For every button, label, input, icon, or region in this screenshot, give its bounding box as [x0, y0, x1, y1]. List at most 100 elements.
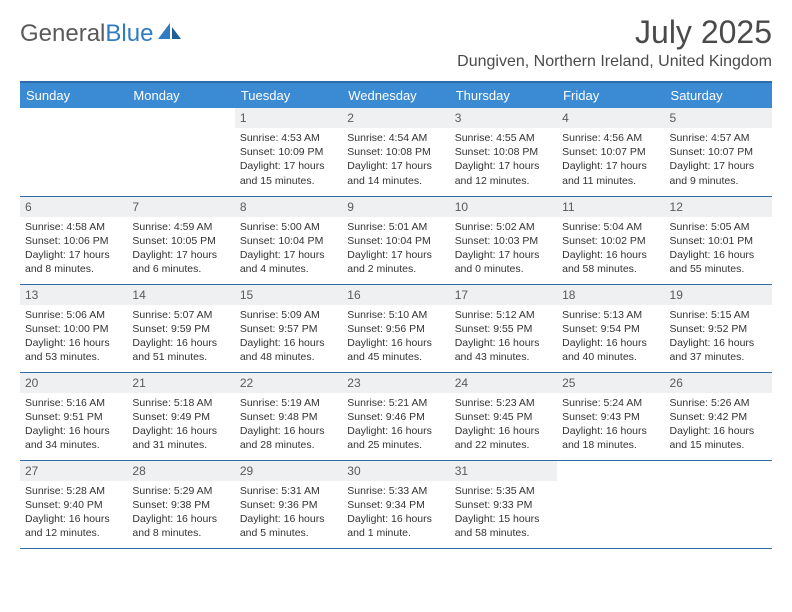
- sunrise-line: Sunrise: 4:57 AM: [670, 131, 767, 145]
- sunset-line: Sunset: 9:43 PM: [562, 410, 659, 424]
- daylight-line: Daylight: 16 hours and 25 minutes.: [347, 424, 444, 452]
- day-number: 28: [127, 461, 234, 481]
- daylight-line: Daylight: 16 hours and 28 minutes.: [240, 424, 337, 452]
- day-content: Sunrise: 5:33 AMSunset: 9:34 PMDaylight:…: [342, 481, 449, 547]
- sunrise-line: Sunrise: 4:53 AM: [240, 131, 337, 145]
- daylight-line: Daylight: 16 hours and 5 minutes.: [240, 512, 337, 540]
- calendar-cell: 13Sunrise: 5:06 AMSunset: 10:00 PMDaylig…: [20, 284, 127, 372]
- sunrise-line: Sunrise: 4:59 AM: [132, 220, 229, 234]
- sunset-line: Sunset: 9:33 PM: [455, 498, 552, 512]
- daylight-line: Daylight: 17 hours and 8 minutes.: [25, 248, 122, 276]
- daylight-line: Daylight: 16 hours and 51 minutes.: [132, 336, 229, 364]
- sunset-line: Sunset: 9:46 PM: [347, 410, 444, 424]
- day-content: Sunrise: 5:10 AMSunset: 9:56 PMDaylight:…: [342, 305, 449, 371]
- calendar-cell: 10Sunrise: 5:02 AMSunset: 10:03 PMDaylig…: [450, 196, 557, 284]
- day-number: 11: [557, 197, 664, 217]
- day-number: 6: [20, 197, 127, 217]
- daylight-line: Daylight: 16 hours and 12 minutes.: [25, 512, 122, 540]
- daylight-line: Daylight: 16 hours and 58 minutes.: [562, 248, 659, 276]
- sunset-line: Sunset: 9:40 PM: [25, 498, 122, 512]
- calendar-cell: [665, 460, 772, 548]
- sunset-line: Sunset: 9:57 PM: [240, 322, 337, 336]
- calendar-cell: 17Sunrise: 5:12 AMSunset: 9:55 PMDayligh…: [450, 284, 557, 372]
- day-content: Sunrise: 5:01 AMSunset: 10:04 PMDaylight…: [342, 217, 449, 283]
- sunrise-line: Sunrise: 5:23 AM: [455, 396, 552, 410]
- calendar-cell: 16Sunrise: 5:10 AMSunset: 9:56 PMDayligh…: [342, 284, 449, 372]
- calendar-cell: 7Sunrise: 4:59 AMSunset: 10:05 PMDayligh…: [127, 196, 234, 284]
- calendar-table: SundayMondayTuesdayWednesdayThursdayFrid…: [20, 81, 772, 549]
- day-content: Sunrise: 5:19 AMSunset: 9:48 PMDaylight:…: [235, 393, 342, 459]
- day-content: Sunrise: 4:56 AMSunset: 10:07 PMDaylight…: [557, 128, 664, 194]
- day-number: 1: [235, 108, 342, 128]
- day-number: 24: [450, 373, 557, 393]
- calendar-week: 13Sunrise: 5:06 AMSunset: 10:00 PMDaylig…: [20, 284, 772, 372]
- calendar-cell: 27Sunrise: 5:28 AMSunset: 9:40 PMDayligh…: [20, 460, 127, 548]
- sunrise-line: Sunrise: 5:15 AM: [670, 308, 767, 322]
- sunrise-line: Sunrise: 5:09 AM: [240, 308, 337, 322]
- day-content: Sunrise: 4:53 AMSunset: 10:09 PMDaylight…: [235, 128, 342, 194]
- sunrise-line: Sunrise: 5:06 AM: [25, 308, 122, 322]
- day-content: Sunrise: 5:02 AMSunset: 10:03 PMDaylight…: [450, 217, 557, 283]
- day-number: 20: [20, 373, 127, 393]
- daylight-line: Daylight: 16 hours and 34 minutes.: [25, 424, 122, 452]
- daylight-line: Daylight: 16 hours and 31 minutes.: [132, 424, 229, 452]
- calendar-week: 6Sunrise: 4:58 AMSunset: 10:06 PMDayligh…: [20, 196, 772, 284]
- sunrise-line: Sunrise: 5:33 AM: [347, 484, 444, 498]
- sunset-line: Sunset: 10:02 PM: [562, 234, 659, 248]
- sunset-line: Sunset: 9:34 PM: [347, 498, 444, 512]
- daylight-line: Daylight: 17 hours and 11 minutes.: [562, 159, 659, 187]
- day-number: 31: [450, 461, 557, 481]
- sunrise-line: Sunrise: 5:05 AM: [670, 220, 767, 234]
- daylight-line: Daylight: 16 hours and 48 minutes.: [240, 336, 337, 364]
- calendar-cell: 14Sunrise: 5:07 AMSunset: 9:59 PMDayligh…: [127, 284, 234, 372]
- day-number: 22: [235, 373, 342, 393]
- calendar-cell: 2Sunrise: 4:54 AMSunset: 10:08 PMDayligh…: [342, 108, 449, 196]
- day-content: Sunrise: 5:04 AMSunset: 10:02 PMDaylight…: [557, 217, 664, 283]
- day-content: Sunrise: 5:07 AMSunset: 9:59 PMDaylight:…: [127, 305, 234, 371]
- day-number: 2: [342, 108, 449, 128]
- calendar-cell: 21Sunrise: 5:18 AMSunset: 9:49 PMDayligh…: [127, 372, 234, 460]
- day-header: Sunday: [20, 82, 127, 108]
- sunrise-line: Sunrise: 5:01 AM: [347, 220, 444, 234]
- sunrise-line: Sunrise: 5:16 AM: [25, 396, 122, 410]
- day-content: Sunrise: 5:31 AMSunset: 9:36 PMDaylight:…: [235, 481, 342, 547]
- calendar-cell: 5Sunrise: 4:57 AMSunset: 10:07 PMDayligh…: [665, 108, 772, 196]
- calendar-cell: 18Sunrise: 5:13 AMSunset: 9:54 PMDayligh…: [557, 284, 664, 372]
- sunset-line: Sunset: 9:56 PM: [347, 322, 444, 336]
- sunset-line: Sunset: 9:55 PM: [455, 322, 552, 336]
- sunset-line: Sunset: 10:06 PM: [25, 234, 122, 248]
- sunset-line: Sunset: 10:07 PM: [670, 145, 767, 159]
- day-content: Sunrise: 5:16 AMSunset: 9:51 PMDaylight:…: [20, 393, 127, 459]
- day-content: Sunrise: 5:06 AMSunset: 10:00 PMDaylight…: [20, 305, 127, 371]
- calendar-cell: 3Sunrise: 4:55 AMSunset: 10:08 PMDayligh…: [450, 108, 557, 196]
- brand-logo: GeneralBlue: [20, 20, 183, 48]
- header: GeneralBlue July 2025 Dungiven, Northern…: [20, 14, 772, 71]
- sunset-line: Sunset: 9:49 PM: [132, 410, 229, 424]
- sunset-line: Sunset: 9:54 PM: [562, 322, 659, 336]
- day-header-row: SundayMondayTuesdayWednesdayThursdayFrid…: [20, 82, 772, 108]
- calendar-cell: 1Sunrise: 4:53 AMSunset: 10:09 PMDayligh…: [235, 108, 342, 196]
- sunrise-line: Sunrise: 5:19 AM: [240, 396, 337, 410]
- day-header: Saturday: [665, 82, 772, 108]
- sunset-line: Sunset: 9:38 PM: [132, 498, 229, 512]
- day-number: 16: [342, 285, 449, 305]
- day-header: Thursday: [450, 82, 557, 108]
- day-number: 26: [665, 373, 772, 393]
- day-number: 19: [665, 285, 772, 305]
- sunset-line: Sunset: 10:03 PM: [455, 234, 552, 248]
- calendar-cell: 9Sunrise: 5:01 AMSunset: 10:04 PMDayligh…: [342, 196, 449, 284]
- sunrise-line: Sunrise: 5:00 AM: [240, 220, 337, 234]
- sunset-line: Sunset: 9:45 PM: [455, 410, 552, 424]
- daylight-line: Daylight: 16 hours and 37 minutes.: [670, 336, 767, 364]
- sunset-line: Sunset: 10:07 PM: [562, 145, 659, 159]
- day-number: 3: [450, 108, 557, 128]
- daylight-line: Daylight: 16 hours and 8 minutes.: [132, 512, 229, 540]
- daylight-line: Daylight: 16 hours and 40 minutes.: [562, 336, 659, 364]
- calendar-week: 27Sunrise: 5:28 AMSunset: 9:40 PMDayligh…: [20, 460, 772, 548]
- daylight-line: Daylight: 16 hours and 15 minutes.: [670, 424, 767, 452]
- day-content: Sunrise: 5:23 AMSunset: 9:45 PMDaylight:…: [450, 393, 557, 459]
- calendar-cell: 4Sunrise: 4:56 AMSunset: 10:07 PMDayligh…: [557, 108, 664, 196]
- sunset-line: Sunset: 10:05 PM: [132, 234, 229, 248]
- calendar-cell: 30Sunrise: 5:33 AMSunset: 9:34 PMDayligh…: [342, 460, 449, 548]
- daylight-line: Daylight: 16 hours and 22 minutes.: [455, 424, 552, 452]
